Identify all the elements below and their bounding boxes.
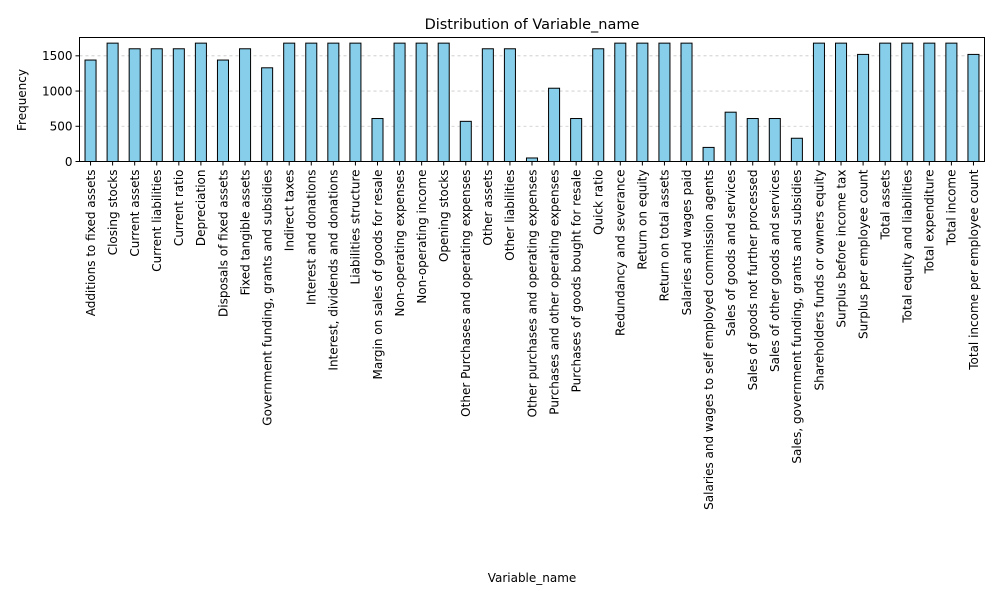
x-tick-label: Opening stocks (437, 170, 451, 263)
x-tick-label: Margin on sales of goods for resale (371, 170, 385, 380)
bar (415, 42, 428, 163)
x-tick-label: Quick ratio (592, 170, 606, 235)
bars-layer (84, 42, 980, 163)
bar (548, 87, 561, 162)
x-tick-label: Disposals of fixed assets (216, 170, 230, 317)
x-tick-label: Sales of other goods and services (768, 170, 782, 373)
bar (216, 59, 229, 162)
bar (349, 42, 362, 163)
x-axis: Additions to fixed assets Closing stocks C… (84, 161, 981, 510)
x-tick-label: Total assets (878, 170, 892, 241)
x-tick-label: Other liabilities (503, 170, 517, 261)
x-tick-label: Shareholders funds or owners equity (812, 170, 826, 391)
bar (305, 42, 318, 163)
x-tick-label: Purchases of goods bought for resale (569, 170, 583, 393)
bar (503, 48, 516, 162)
bar (614, 42, 627, 163)
x-tick-label: Non-operating expenses (393, 170, 407, 317)
bar (746, 118, 759, 162)
x-tick-label: Other Purchases and operating expenses (459, 170, 473, 417)
x-tick-label: Salaries and wages to self employed comm… (702, 170, 716, 510)
bar (525, 157, 539, 163)
bar (636, 42, 649, 163)
bar (459, 120, 472, 163)
x-tick-label: Depreciation (194, 170, 208, 247)
bar (150, 48, 163, 162)
bar (768, 118, 781, 162)
x-tick-label: Purchases and other operating expenses (547, 170, 561, 415)
x-tick-label: Return on equity (636, 170, 650, 270)
x-tick-label: Surplus per employee count (856, 169, 870, 339)
bar (194, 42, 207, 163)
x-tick-label: Current ratio (172, 170, 186, 247)
x-tick-label: Closing stocks (106, 170, 120, 256)
bar (481, 48, 494, 162)
x-tick-label: Non-operating income (415, 170, 429, 304)
bar (790, 137, 803, 162)
x-tick-label: Interest, dividends and donations (327, 170, 341, 371)
bar (106, 42, 119, 163)
x-tick-label: Total expenditure (923, 170, 937, 275)
y-tick-label: 0 (65, 155, 73, 169)
bar (945, 42, 958, 163)
bar (702, 146, 715, 162)
x-tick-label: Sales of goods and services (724, 170, 738, 337)
bar (923, 42, 936, 163)
bar (371, 118, 384, 162)
x-tick-label: Fixed tangible assets (238, 170, 252, 296)
x-tick-label: Total income per employee count (967, 169, 981, 371)
grid-layer (79, 55, 985, 127)
x-tick-label: Interest and donations (305, 170, 319, 306)
x-tick-label: Return on total assets (658, 170, 672, 302)
bar (570, 118, 583, 162)
y-tick-label: 500 (50, 120, 73, 134)
bar (812, 42, 825, 163)
x-tick-label: Current assets (128, 170, 142, 257)
bar (901, 42, 914, 163)
x-tick-label: Current liabilities (150, 170, 164, 272)
x-tick-label: Salaries and wages paid (680, 170, 694, 316)
x-tick-label: Liabilities structure (349, 170, 363, 285)
bar (239, 48, 252, 162)
x-tick-label: Total income (945, 170, 959, 247)
x-axis-title: Variable_name (488, 571, 577, 585)
x-tick-label: Other assets (481, 170, 495, 246)
bar (879, 42, 892, 163)
y-axis: 0 500 1000 1500 (42, 49, 80, 169)
bar (835, 42, 848, 163)
x-tick-label: Indirect taxes (282, 170, 296, 252)
y-axis-title: Frequency (15, 69, 29, 131)
bar (967, 53, 980, 163)
y-tick-label: 1500 (42, 49, 73, 63)
bar (393, 42, 406, 163)
bar (658, 42, 671, 163)
bar (680, 42, 693, 163)
x-tick-label: Surplus before income tax (834, 170, 848, 328)
chart-title: Distribution of Variable_name (425, 17, 640, 33)
x-tick-label: Additions to fixed assets (84, 170, 98, 317)
bar (84, 59, 97, 162)
bar (724, 111, 737, 162)
bar (172, 48, 185, 162)
bar (128, 48, 141, 162)
bar (857, 53, 870, 163)
x-tick-label: Sales, government funding, grants and su… (790, 170, 804, 464)
x-tick-label: Redundancy and severance (614, 170, 628, 336)
bar (437, 42, 450, 163)
bar (327, 42, 340, 163)
bar (261, 67, 274, 162)
x-tick-label: Other purchases and operating expenses (525, 170, 539, 418)
bar (283, 42, 296, 163)
y-tick-label: 1000 (42, 84, 73, 98)
bar (592, 48, 605, 162)
x-tick-label: Total equity and liabilities (901, 170, 915, 324)
x-tick-label: Government funding, grants and subsidies (260, 170, 274, 426)
x-tick-label: Sales of goods not further processed (746, 170, 760, 391)
